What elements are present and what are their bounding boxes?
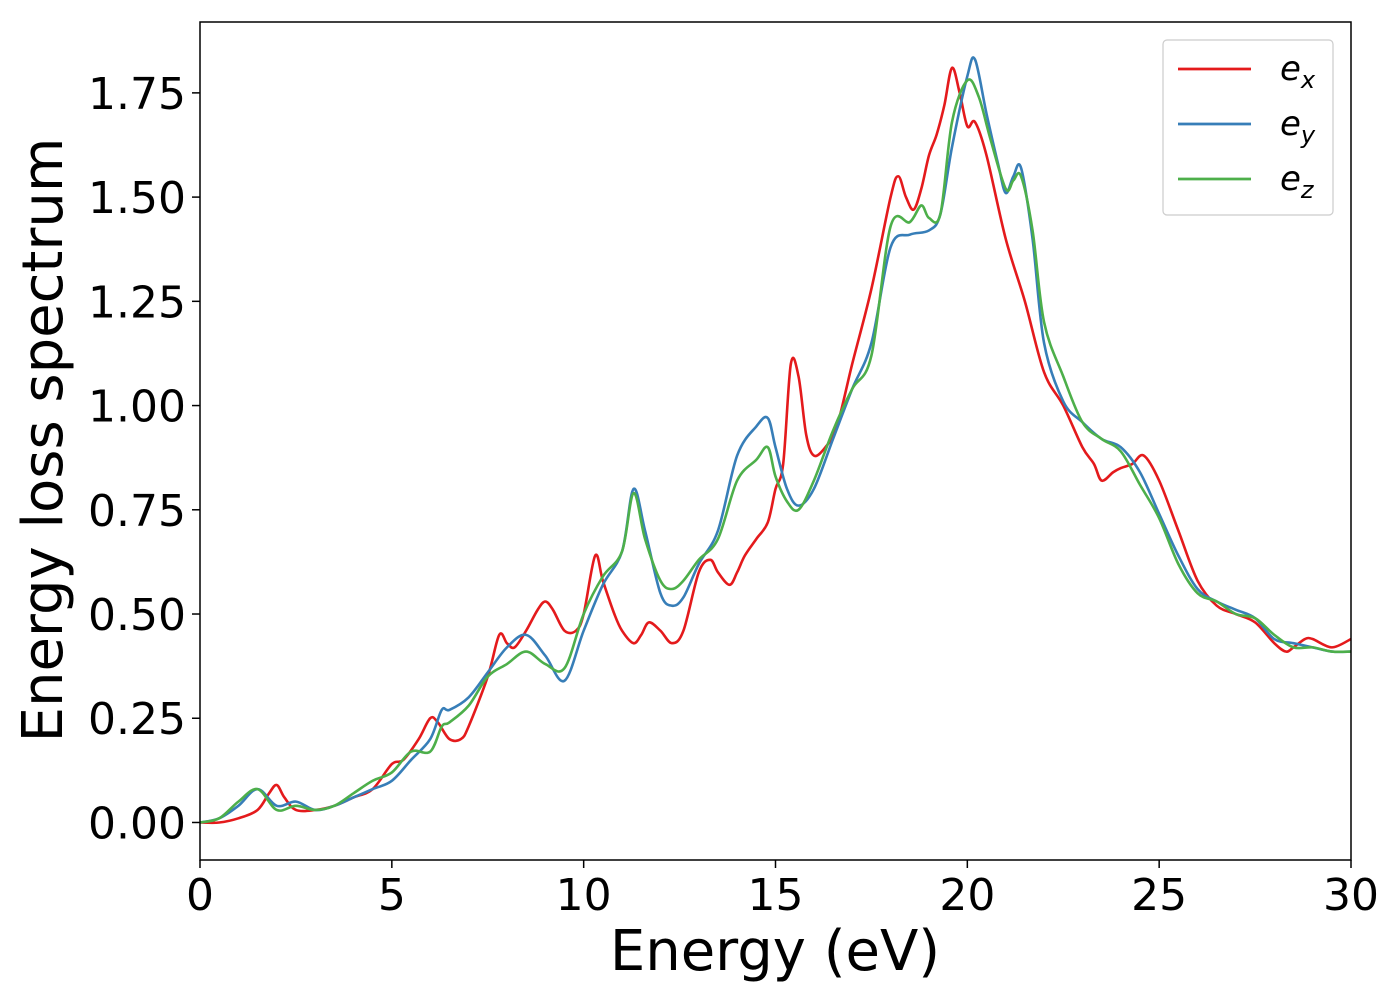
y-tick-label: 1.75 [88,69,186,120]
y-tick-label: 0.50 [88,590,186,641]
legend-label-base: e [1280,49,1301,89]
y-axis-ticks: 0.00 0.25 0.50 0.75 1.00 1.25 1.50 1.75 [88,69,200,849]
y-tick-label: 0.25 [88,694,186,745]
x-tick-label: 0 [186,870,214,921]
legend-label-ey: ey [1280,104,1316,149]
legend-label-base: e [1280,104,1301,144]
x-tick-label: 30 [1323,870,1379,921]
legend-label-subscript: x [1300,66,1316,94]
y-tick-label: 1.00 [88,382,186,433]
legend-label-subscript: z [1300,176,1315,204]
x-tick-label: 20 [939,870,995,921]
x-axis-title: Energy (eV) [610,919,940,984]
x-tick-label: 5 [378,870,406,921]
series-line-ey [200,56,1351,824]
y-tick-label: 1.50 [88,173,186,224]
x-tick-label: 25 [1131,870,1187,921]
plot-lines [200,56,1351,825]
y-axis-title: Energy loss spectrum [11,138,76,743]
x-tick-label: 15 [748,870,804,921]
series-line-ez [200,78,1351,824]
legend-label-ex: ex [1280,49,1316,94]
legend-label-base: e [1280,159,1301,199]
y-tick-label: 1.25 [88,277,186,328]
legend-label-subscript: y [1300,121,1316,149]
x-axis-ticks: 0 5 10 15 20 25 30 [186,860,1379,921]
y-tick-label: 0.75 [88,486,186,537]
y-tick-label: 0.00 [88,798,186,849]
legend-box [1162,39,1334,216]
legend-label-ez: ez [1280,159,1315,204]
x-tick-label: 10 [556,870,612,921]
